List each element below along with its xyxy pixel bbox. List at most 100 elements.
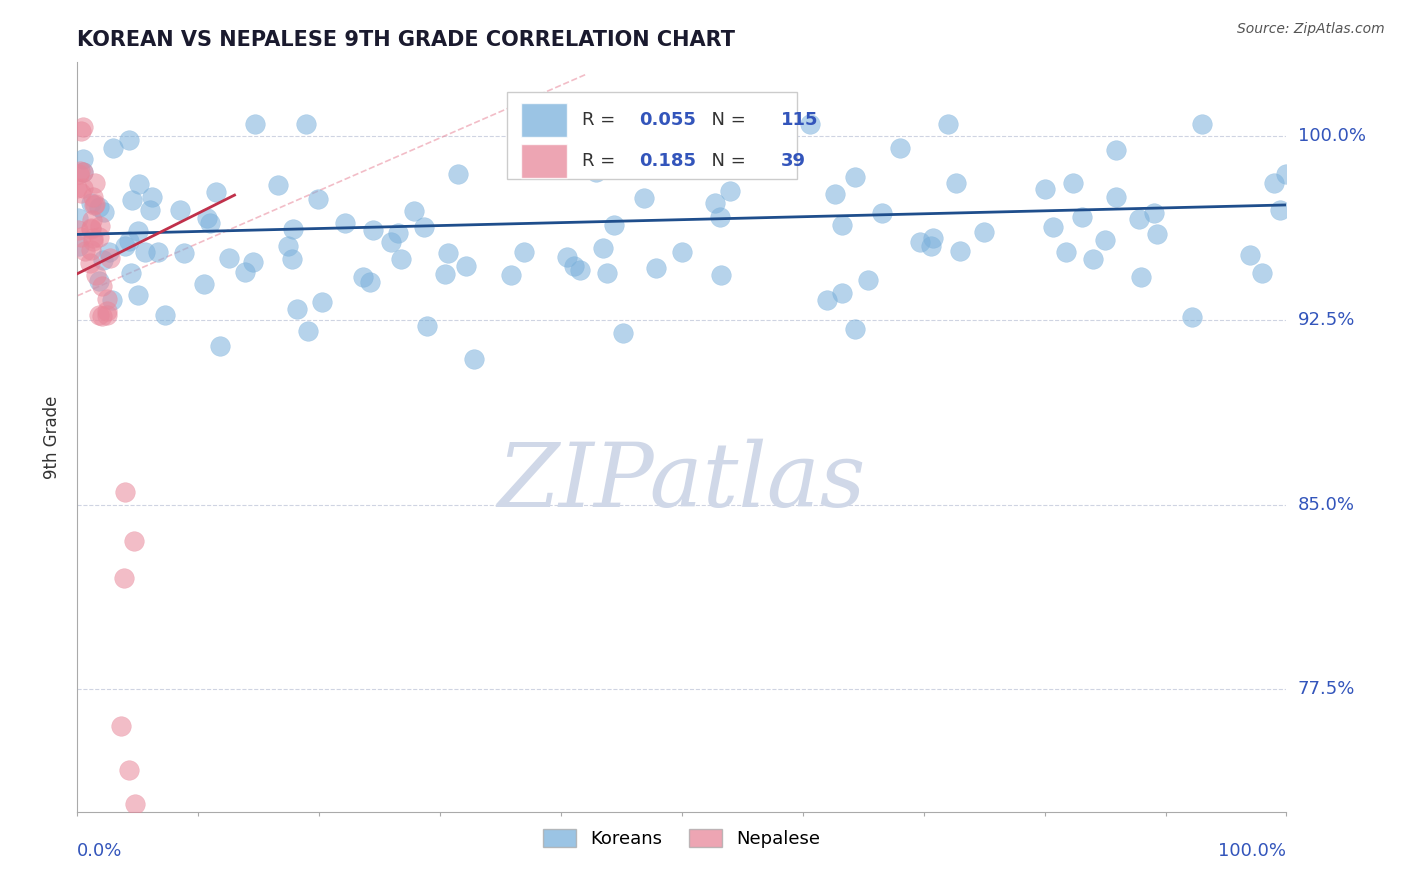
Point xyxy=(69,163,91,178)
Text: Source: ZipAtlas.com: Source: ZipAtlas.com xyxy=(1237,22,1385,37)
Point xyxy=(1130,270,1153,285)
Point xyxy=(596,266,619,280)
Point xyxy=(1270,203,1292,218)
Point xyxy=(359,276,381,290)
Point xyxy=(72,120,94,135)
Point xyxy=(973,225,995,239)
Point xyxy=(96,303,118,318)
Point xyxy=(198,216,221,230)
Point xyxy=(80,213,103,227)
Point xyxy=(815,293,838,308)
Point xyxy=(83,197,105,211)
Point xyxy=(872,206,894,220)
Point xyxy=(936,117,959,131)
Point xyxy=(80,243,103,257)
Point xyxy=(499,268,522,282)
Point xyxy=(281,221,304,235)
Point xyxy=(416,319,439,334)
Point xyxy=(127,224,149,238)
Text: 0.0%: 0.0% xyxy=(77,842,122,860)
Point xyxy=(82,189,104,203)
Point xyxy=(91,253,114,268)
Point xyxy=(127,288,149,302)
Point xyxy=(84,268,107,282)
Point xyxy=(87,200,110,214)
Point xyxy=(831,218,853,232)
Point xyxy=(277,239,299,253)
Point xyxy=(69,186,91,200)
Point xyxy=(139,203,162,218)
Legend: Koreans, Nepalese: Koreans, Nepalese xyxy=(536,822,828,855)
Point xyxy=(1143,206,1166,220)
Point xyxy=(387,226,409,240)
Point xyxy=(90,309,112,323)
Point xyxy=(89,274,111,288)
Point xyxy=(889,141,911,155)
Point xyxy=(389,252,412,266)
Point xyxy=(908,235,931,249)
Point xyxy=(73,244,96,258)
Point xyxy=(1191,117,1213,131)
Point xyxy=(98,251,121,265)
Point xyxy=(93,205,115,219)
Point xyxy=(447,167,470,181)
Point xyxy=(1146,227,1168,241)
Point xyxy=(267,178,290,193)
Point xyxy=(124,797,146,812)
Point xyxy=(1275,167,1298,181)
Point xyxy=(96,308,118,322)
Point xyxy=(1056,245,1078,260)
Point xyxy=(585,165,607,179)
Point xyxy=(233,264,256,278)
Point xyxy=(96,292,118,306)
Point xyxy=(1251,266,1274,280)
Text: 0.185: 0.185 xyxy=(640,153,696,170)
Point xyxy=(718,184,741,198)
Point xyxy=(1105,144,1128,158)
Point xyxy=(82,234,104,248)
Point xyxy=(463,351,485,366)
Point xyxy=(101,293,124,307)
Text: 92.5%: 92.5% xyxy=(1298,311,1355,329)
Text: ZIPatlas: ZIPatlas xyxy=(498,439,866,525)
Point xyxy=(603,219,626,233)
Point xyxy=(209,339,232,353)
Point xyxy=(294,117,316,131)
Point xyxy=(434,267,457,281)
Point xyxy=(114,485,136,500)
Point xyxy=(592,241,614,255)
Point xyxy=(72,164,94,178)
Point xyxy=(83,176,105,190)
Point xyxy=(101,141,124,155)
Point xyxy=(114,238,136,252)
Point xyxy=(413,219,436,234)
Point xyxy=(82,230,104,244)
Point xyxy=(80,196,103,211)
Point xyxy=(134,245,156,260)
Point xyxy=(710,268,733,283)
Text: 100.0%: 100.0% xyxy=(1219,842,1286,860)
Point xyxy=(1083,252,1105,266)
Point xyxy=(1094,233,1116,247)
Point xyxy=(89,308,111,322)
Point xyxy=(97,245,120,260)
Point xyxy=(569,263,592,277)
Point xyxy=(112,817,135,831)
Point xyxy=(824,187,846,202)
Point xyxy=(169,202,191,217)
Point xyxy=(117,763,139,777)
Point xyxy=(72,181,94,195)
Point xyxy=(80,221,103,235)
Y-axis label: 9th Grade: 9th Grade xyxy=(44,395,62,479)
Point xyxy=(945,176,967,190)
Point xyxy=(1181,310,1204,324)
Text: KOREAN VS NEPALESE 9TH GRADE CORRELATION CHART: KOREAN VS NEPALESE 9TH GRADE CORRELATION… xyxy=(77,29,735,50)
Point xyxy=(72,152,94,166)
Point xyxy=(633,190,655,204)
Point xyxy=(128,178,150,192)
Point xyxy=(363,223,385,237)
Point xyxy=(709,211,731,225)
Point xyxy=(513,245,536,260)
Point xyxy=(555,250,578,264)
Point xyxy=(205,185,228,199)
